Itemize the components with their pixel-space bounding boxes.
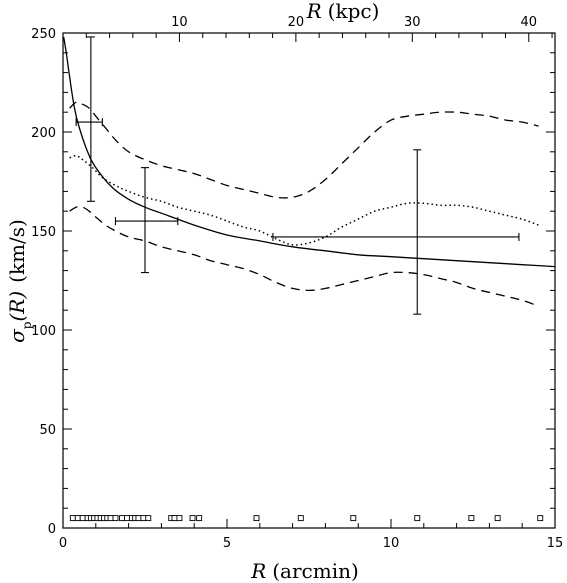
plot-layer: 0 50 100 150 200 250 0 5 10 15 10 20 30 40	[31, 15, 563, 551]
y-tick-label: 250	[31, 27, 56, 42]
data-marker-square	[350, 515, 357, 522]
data-marker-square	[112, 515, 119, 522]
x2-tick-label: 10	[171, 15, 188, 30]
x2-tick-label: 30	[404, 15, 421, 30]
data-marker-square	[69, 515, 76, 522]
x-tick-label: 0	[59, 536, 67, 551]
data-marker-square	[253, 515, 260, 522]
data-marker-square	[189, 515, 196, 522]
y-tick-label: 150	[31, 225, 56, 240]
x-axis-label: R (arcmin)	[250, 559, 359, 583]
data-marker-square	[537, 515, 544, 522]
series-line-dotted-1	[69, 155, 539, 246]
x2-axis-label: R (kpc)	[306, 0, 380, 23]
series-line-dashed-3	[69, 206, 539, 307]
data-marker-square	[171, 515, 178, 522]
y-tick-label: 0	[48, 522, 56, 537]
data-marker-square	[145, 515, 152, 522]
data-marker-square	[414, 515, 421, 522]
y-tick-label: 200	[31, 126, 56, 141]
x-tick-label: 10	[383, 536, 400, 551]
data-marker-square	[196, 515, 203, 522]
y-axis-label: σp(R)(km/s)	[5, 219, 34, 343]
y-tick-label: 100	[31, 324, 56, 339]
y-tick-label: 50	[39, 423, 56, 438]
data-marker-square	[297, 515, 304, 522]
data-marker-square	[74, 515, 81, 522]
plot-frame	[62, 32, 556, 529]
x-tick-label: 15	[547, 536, 564, 551]
x2-tick-label: 40	[520, 15, 537, 30]
data-marker-square	[494, 515, 501, 522]
data-marker-square	[107, 515, 114, 522]
x2-tick-label: 20	[288, 15, 305, 30]
data-marker-square	[124, 515, 130, 522]
x-tick-label: 5	[223, 536, 231, 551]
data-marker-square	[176, 515, 183, 522]
data-marker-square	[140, 515, 147, 522]
data-marker-square	[468, 515, 475, 522]
series-line-dashed-2	[69, 101, 539, 199]
data-marker-square	[119, 515, 125, 522]
data-marker-square	[135, 515, 142, 522]
data-marker-square	[79, 515, 86, 522]
